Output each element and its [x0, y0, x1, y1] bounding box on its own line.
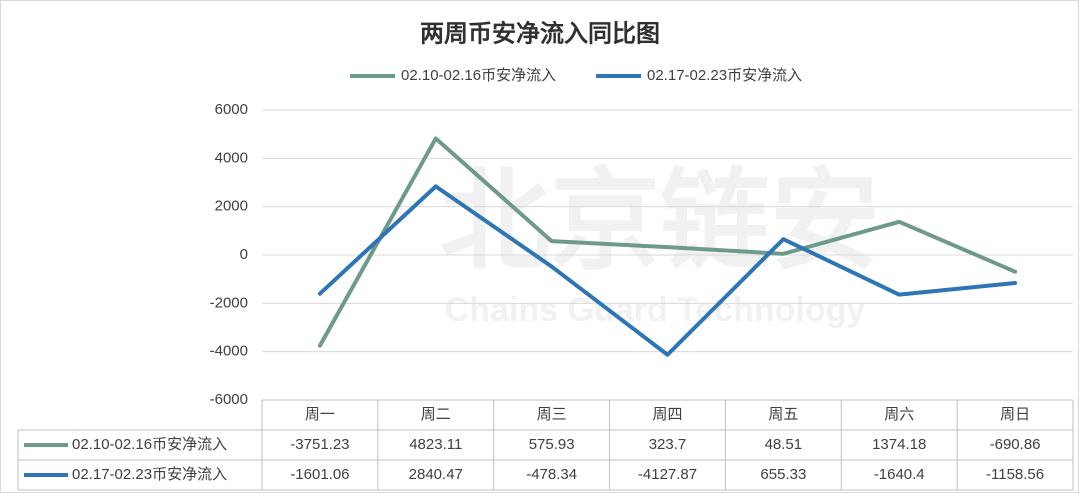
- y-tick-label: 6000: [215, 101, 248, 118]
- y-tick-label: -2000: [210, 294, 248, 311]
- table-value: 2840.47: [409, 466, 463, 483]
- table-value: -1601.06: [290, 466, 349, 483]
- table-value: -1640.4: [874, 466, 925, 483]
- y-tick-label: -4000: [210, 343, 248, 360]
- legend-label: 02.17-02.23币安净流入: [647, 67, 802, 84]
- x-tick-label: 周日: [1000, 406, 1030, 423]
- table-value: 4823.11: [409, 436, 462, 453]
- x-tick-label: 周三: [537, 406, 567, 423]
- legend-label: 02.17-02.23币安净流入: [72, 466, 227, 483]
- chart-title: 两周币安净流入同比图: [420, 19, 660, 48]
- table-value: -1158.56: [986, 466, 1044, 483]
- watermark: 北京链安: [440, 160, 880, 283]
- legend-label: 02.10-02.16币安净流入: [401, 67, 556, 84]
- y-tick-label: 2000: [215, 198, 248, 215]
- x-tick-label: 周五: [768, 406, 798, 423]
- table-value: 655.33: [760, 466, 806, 483]
- series-line: [317, 136, 1018, 348]
- x-tick-label: 周六: [884, 406, 914, 423]
- table-value: 48.51: [765, 436, 803, 453]
- watermark: Chains Guard Technology: [445, 291, 866, 329]
- x-tick-label: 周四: [652, 406, 682, 423]
- x-tick-label: 周一: [305, 406, 335, 423]
- table-value: 575.93: [529, 436, 575, 453]
- y-tick-label: -6000: [210, 391, 248, 408]
- legend-label: 02.10-02.16币安净流入: [72, 436, 227, 453]
- table-value: -3751.23: [290, 436, 349, 453]
- y-tick-label: 0: [240, 246, 248, 263]
- table-value: -690.86: [990, 436, 1041, 453]
- table-value: 1374.18: [872, 436, 926, 453]
- table-value: -4127.87: [638, 466, 697, 483]
- table-value: -478.34: [526, 466, 577, 483]
- table-value: 323.7: [649, 436, 687, 453]
- series-line: [317, 184, 1018, 357]
- y-tick-label: 4000: [215, 149, 248, 166]
- x-tick-label: 周二: [421, 406, 451, 423]
